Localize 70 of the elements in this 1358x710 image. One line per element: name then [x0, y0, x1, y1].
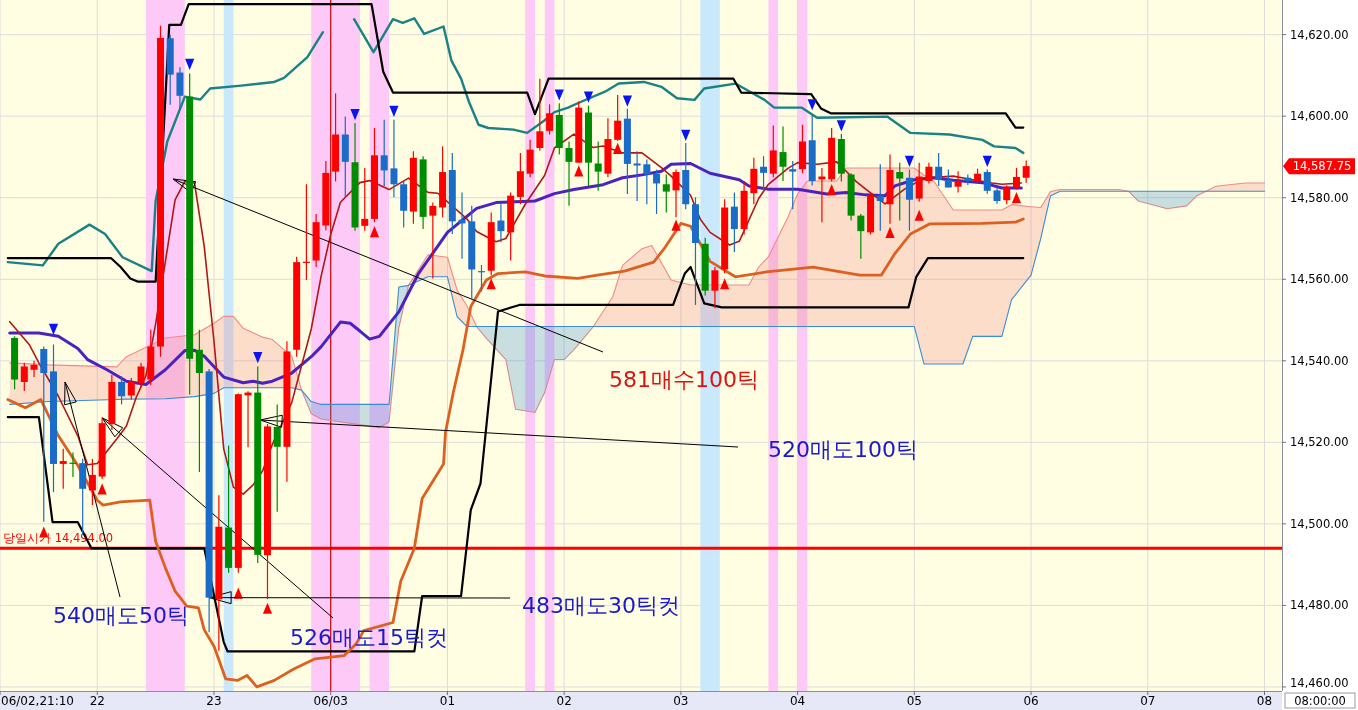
- x-tick-label: 06/02,21:10: [1, 694, 74, 708]
- candlestick: [643, 158, 651, 205]
- annotation: 581매수100틱: [609, 366, 759, 392]
- candlestick: [789, 160, 797, 210]
- y-tick-label: 14,560.00: [1290, 272, 1349, 287]
- candlestick: [195, 329, 203, 473]
- candlestick: [857, 213, 865, 260]
- x-tick-label: 07: [1140, 694, 1156, 708]
- annotation: 483매도30틱컷: [522, 592, 680, 618]
- y-tick-label: 14,620.00: [1290, 27, 1349, 42]
- candlestick: [760, 155, 768, 194]
- x-tick-label: 23: [206, 694, 222, 708]
- candlestick: [536, 78, 544, 152]
- candlestick: [925, 162, 933, 185]
- x-tick-label: 01: [439, 694, 456, 708]
- annotation: 540매도50틱: [53, 602, 189, 628]
- candlestick: [1012, 167, 1020, 191]
- candlestick: [633, 150, 641, 202]
- candlestick: [273, 403, 281, 513]
- candlestick: [361, 167, 369, 232]
- candlestick: [118, 375, 126, 406]
- x-tick-label: 06/03: [313, 694, 349, 708]
- candlestick: [779, 125, 787, 182]
- candlestick: [672, 168, 680, 218]
- candlestick: [127, 377, 135, 401]
- candlestick: [546, 103, 554, 136]
- x-tick-label: 02: [556, 694, 572, 708]
- candlestick: [88, 458, 96, 506]
- annotation: 520매도100틱: [768, 436, 918, 462]
- candlestick: [380, 119, 388, 187]
- candlestick: [935, 152, 943, 187]
- y-tick-label: 14,520.00: [1290, 435, 1349, 450]
- y-tick-label: 14,580.00: [1290, 190, 1349, 205]
- candlestick: [954, 170, 962, 194]
- candlestick: [565, 140, 573, 207]
- candlestick: [497, 203, 505, 243]
- x-tick-label: 08: [1256, 694, 1273, 708]
- y-tick-label: 14,540.00: [1290, 353, 1349, 368]
- x-tick-label: 06: [1023, 694, 1039, 708]
- candlestick: [730, 191, 738, 253]
- candlestick: [983, 168, 991, 195]
- text: 14,587.75: [1292, 159, 1352, 174]
- x-tick-label: 03: [673, 694, 689, 708]
- candlestick: [429, 202, 437, 280]
- candlestick: [30, 360, 38, 378]
- x-tick-label: 04: [789, 694, 806, 708]
- candlestick: [711, 266, 719, 309]
- text: 08:00:00: [1294, 693, 1346, 708]
- candlestick: [662, 173, 670, 213]
- candlestick: [915, 162, 923, 203]
- x-tick-label: 05: [906, 694, 922, 708]
- y-tick-label: 14,600.00: [1290, 109, 1349, 124]
- candlestick: [653, 168, 661, 215]
- candlestick: [905, 168, 913, 232]
- candlestick: [769, 124, 777, 178]
- y-tick-label: 14,460.00: [1290, 676, 1349, 690]
- candlestick: [390, 119, 398, 198]
- candlestick: [137, 362, 145, 388]
- candlestick: [876, 163, 884, 232]
- candlestick: [614, 94, 622, 142]
- y-tick-label: 14,480.00: [1290, 598, 1349, 613]
- candlestick: [896, 162, 904, 222]
- candlestick: [20, 362, 28, 392]
- candlestick: [1022, 160, 1030, 184]
- candlestick: [59, 448, 67, 490]
- candlestick: [1003, 184, 1011, 205]
- y-tick-label: 14,500.00: [1290, 516, 1349, 531]
- x-tick-label: 22: [89, 694, 105, 708]
- candlestick: [594, 140, 602, 192]
- candlestick: [176, 66, 184, 110]
